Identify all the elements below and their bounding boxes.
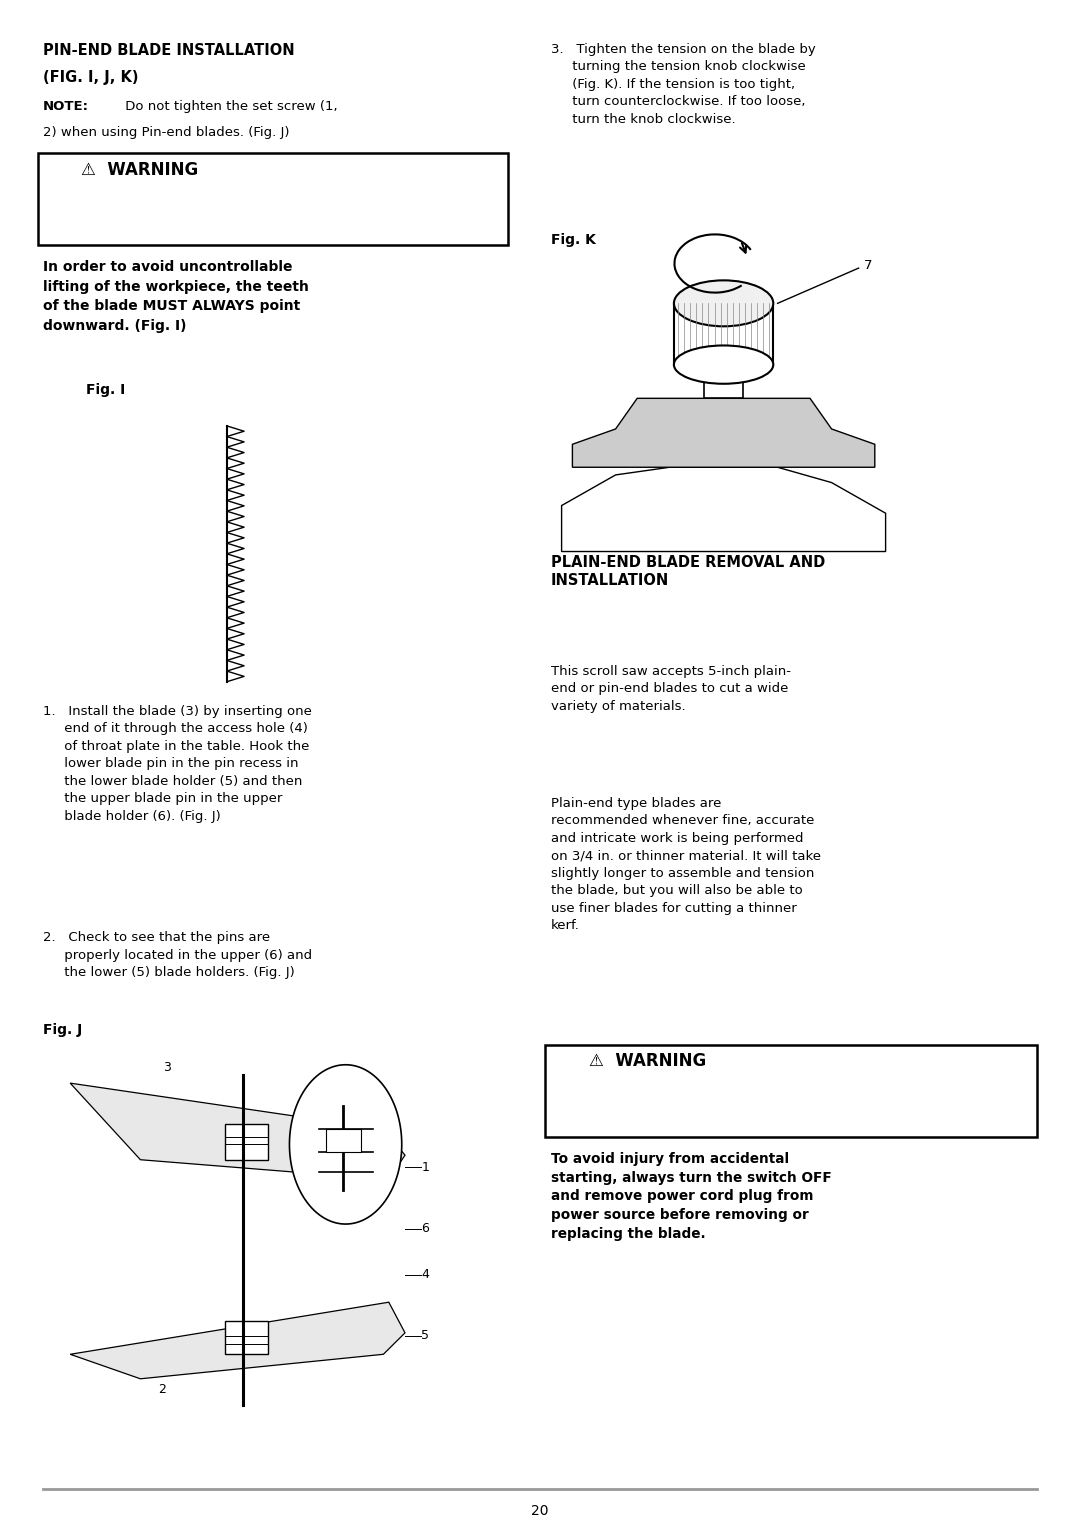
Text: Do not tighten the set screw (1,: Do not tighten the set screw (1, [121, 100, 338, 112]
Text: PIN-END BLADE INSTALLATION: PIN-END BLADE INSTALLATION [43, 43, 295, 58]
Polygon shape [225, 1321, 268, 1354]
Text: Fig. J: Fig. J [43, 1023, 82, 1037]
Polygon shape [562, 467, 886, 552]
Text: PLAIN-END BLADE REMOVAL AND
INSTALLATION: PLAIN-END BLADE REMOVAL AND INSTALLATION [551, 555, 825, 588]
Polygon shape [326, 1129, 361, 1152]
Polygon shape [674, 303, 773, 365]
Text: This scroll saw accepts 5-inch plain-
end or pin-end blades to cut a wide
variet: This scroll saw accepts 5-inch plain- en… [551, 665, 791, 712]
Text: 5: 5 [421, 1330, 429, 1342]
Text: NOTE:: NOTE: [43, 100, 90, 112]
FancyBboxPatch shape [545, 1045, 1037, 1137]
Text: To avoid injury from accidental
starting, always turn the switch OFF
and remove : To avoid injury from accidental starting… [551, 1152, 832, 1241]
Text: 2: 2 [158, 1383, 166, 1396]
Text: Fig. I: Fig. I [86, 383, 125, 397]
Text: Plain-end type blades are
recommended whenever fine, accurate
and intricate work: Plain-end type blades are recommended wh… [551, 797, 821, 931]
Text: 6: 6 [421, 1223, 429, 1235]
Text: 1.   Install the blade (3) by inserting one
     end of it through the access ho: 1. Install the blade (3) by inserting on… [43, 705, 312, 823]
Text: 3: 3 [163, 1062, 172, 1074]
Text: ⚠  WARNING: ⚠ WARNING [589, 1052, 706, 1071]
Text: ⚠  WARNING: ⚠ WARNING [81, 161, 199, 179]
Polygon shape [572, 398, 875, 467]
Text: 20: 20 [531, 1504, 549, 1518]
Polygon shape [225, 1124, 268, 1160]
Text: 3.   Tighten the tension on the blade by
     turning the tension knob clockwise: 3. Tighten the tension on the blade by t… [551, 43, 815, 126]
Text: 1: 1 [421, 1161, 429, 1174]
Polygon shape [704, 365, 743, 398]
Text: Fig. K: Fig. K [551, 233, 596, 247]
Polygon shape [289, 1065, 402, 1224]
Ellipse shape [674, 346, 773, 385]
Polygon shape [70, 1083, 405, 1180]
Text: 4: 4 [421, 1268, 429, 1281]
Text: 2.   Check to see that the pins are
     properly located in the upper (6) and
 : 2. Check to see that the pins are proper… [43, 931, 312, 979]
Text: In order to avoid uncontrollable
lifting of the workpiece, the teeth
of the blad: In order to avoid uncontrollable lifting… [43, 260, 309, 332]
Text: (FIG. I, J, K): (FIG. I, J, K) [43, 70, 138, 86]
Ellipse shape [674, 280, 773, 326]
FancyBboxPatch shape [38, 153, 508, 245]
Text: 2) when using Pin-end blades. (Fig. J): 2) when using Pin-end blades. (Fig. J) [43, 126, 289, 138]
Text: 7: 7 [864, 259, 873, 271]
Polygon shape [70, 1302, 405, 1379]
